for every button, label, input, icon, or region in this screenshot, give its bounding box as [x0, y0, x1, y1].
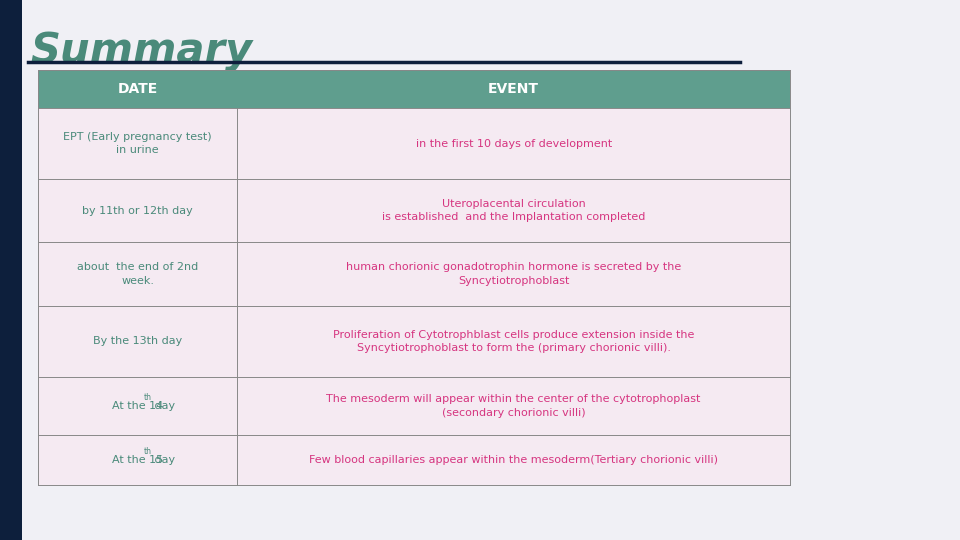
Text: At the 15th day: At the 15th day: [94, 455, 181, 465]
Bar: [38, 70, 237, 108]
Text: Few blood capillaries appear within the mesoderm(Tertiary chorionic villi): Few blood capillaries appear within the …: [309, 455, 718, 465]
Bar: [38, 435, 237, 485]
Bar: [0, 0, 22, 540]
Bar: [38, 306, 237, 377]
Bar: [237, 179, 790, 242]
Text: At the 14th day: At the 14th day: [94, 401, 181, 411]
Bar: [237, 242, 790, 306]
Text: At the 15 day: At the 15 day: [100, 455, 176, 465]
Bar: [38, 377, 237, 435]
Text: in the first 10 days of development: in the first 10 days of development: [416, 139, 612, 148]
Bar: [38, 179, 237, 242]
Text: DATE: DATE: [117, 82, 157, 96]
Text: At the 15: At the 15: [112, 455, 163, 465]
Text: At the 14: At the 14: [112, 401, 163, 411]
Text: about  the end of 2nd
week.: about the end of 2nd week.: [77, 262, 199, 286]
Bar: [237, 108, 790, 179]
Text: day: day: [151, 455, 175, 465]
Bar: [39, 378, 236, 434]
Bar: [38, 242, 237, 306]
Text: day: day: [151, 401, 175, 411]
Text: By the 13th day: By the 13th day: [93, 336, 182, 346]
Text: Proliferation of Cytotrophblast cells produce extension inside the
Syncytiotroph: Proliferation of Cytotrophblast cells pr…: [333, 330, 694, 353]
Bar: [39, 436, 236, 484]
Bar: [237, 377, 790, 435]
Bar: [237, 435, 790, 485]
Text: Uteroplacental circulation
is established  and the Implantation completed: Uteroplacental circulation is establishe…: [382, 199, 645, 222]
Text: Summary: Summary: [30, 30, 252, 72]
Text: EPT (Early pregnancy test)
in urine: EPT (Early pregnancy test) in urine: [63, 132, 212, 155]
Text: th: th: [144, 447, 152, 456]
Bar: [237, 70, 790, 108]
Text: by 11th or 12th day: by 11th or 12th day: [83, 206, 193, 216]
Text: th: th: [144, 393, 152, 402]
Text: human chorionic gonadotrophin hormone is secreted by the
Syncytiotrophoblast: human chorionic gonadotrophin hormone is…: [346, 262, 682, 286]
Bar: [237, 306, 790, 377]
Bar: [38, 108, 237, 179]
Text: EVENT: EVENT: [488, 82, 540, 96]
Text: At the 14 day: At the 14 day: [100, 401, 176, 411]
Text: The mesoderm will appear within the center of the cytotrophoplast
(secondary cho: The mesoderm will appear within the cent…: [326, 394, 701, 417]
